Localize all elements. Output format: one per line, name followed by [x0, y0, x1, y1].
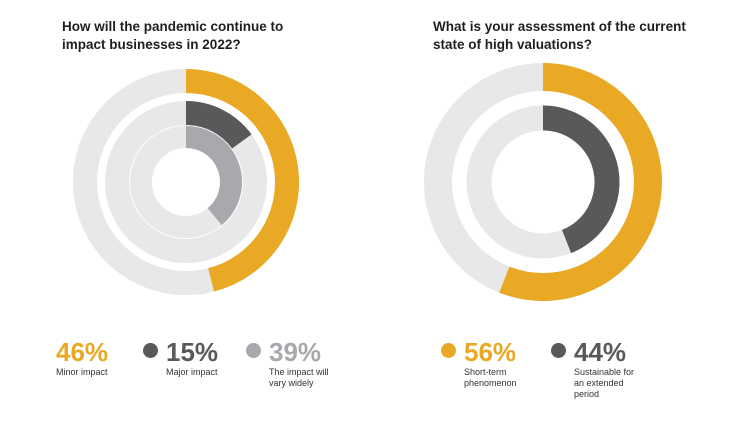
legend-dot-short-term — [441, 343, 456, 358]
legend-label-minor-impact: Minor impact — [56, 367, 108, 377]
chart-1-title: How will the pandemic continue to impact… — [62, 19, 284, 52]
legend-dot-vary-widely — [246, 343, 261, 358]
legend-label-sustainable: Sustainable for an extended period — [574, 367, 635, 399]
chart-2-title: What is your assessment of the current s… — [433, 19, 686, 52]
legend-dot-sustainable — [551, 343, 566, 358]
legend-value-major-impact: 15% — [166, 337, 219, 367]
legend-value-short-term: 56% — [464, 337, 517, 367]
chart-1-ring-2-arc — [185, 101, 252, 149]
chart-1-ring-3-arc — [185, 126, 242, 226]
legend-dot-major-impact — [143, 343, 158, 358]
legend-short-term: 56% Short-term phenomenon — [441, 338, 517, 389]
legend-major-impact: 15% Major impact — [143, 338, 218, 378]
legend-minor-impact: 46% Minor impact — [56, 338, 108, 378]
legend-vary-widely: 39% The impact will vary widely — [246, 338, 329, 389]
legend-value-sustainable: 44% — [574, 337, 627, 367]
chart-2-ring-1-arc — [499, 63, 662, 301]
chart-1-ring-1-arc — [185, 69, 300, 292]
legend-label-vary-widely: The impact will vary widely — [269, 367, 329, 388]
legend-label-major-impact: Major impact — [166, 367, 218, 377]
legend-sustainable: 44% Sustainable for an extended period — [551, 338, 634, 400]
chart-2-ring-2-arc — [542, 105, 620, 254]
legend-value-minor-impact: 46% — [56, 337, 109, 367]
legend-value-vary-widely: 39% — [269, 337, 322, 367]
legend-label-short-term: Short-term phenomenon — [464, 367, 517, 388]
